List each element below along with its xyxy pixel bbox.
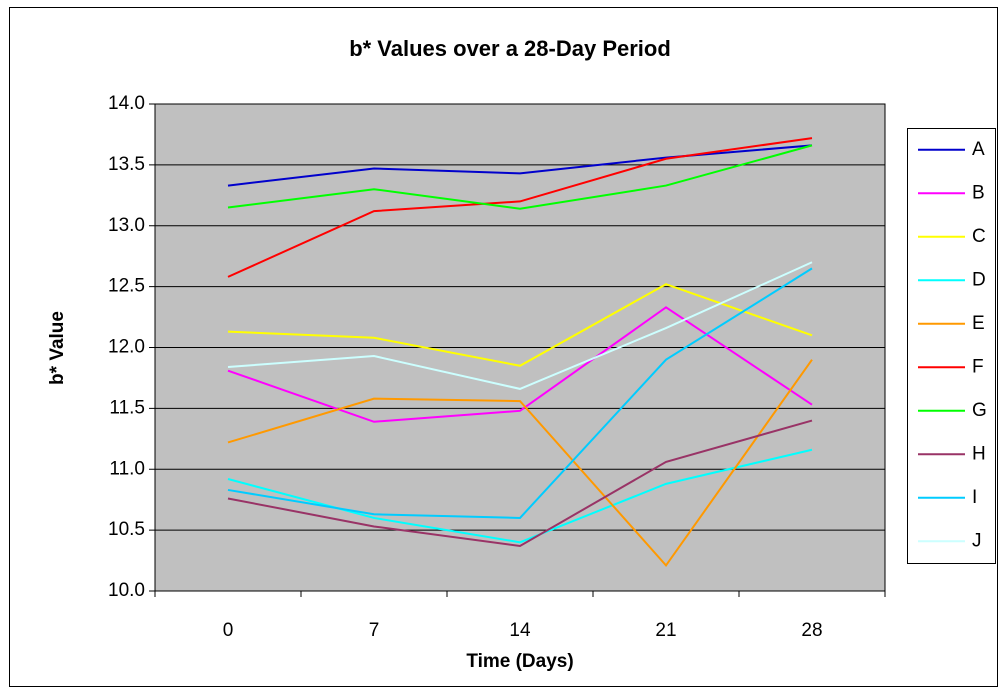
legend-label: I bbox=[972, 487, 977, 508]
series-line bbox=[227, 267, 813, 519]
x-axis-label: Time (Days) bbox=[466, 651, 573, 672]
legend-label: C bbox=[972, 226, 986, 247]
x-tick-label: 28 bbox=[801, 620, 822, 641]
legend-label: F bbox=[972, 356, 984, 377]
series-line bbox=[227, 419, 813, 547]
x-tick-label: 7 bbox=[369, 620, 380, 641]
series-line bbox=[227, 144, 813, 210]
series-line bbox=[227, 144, 813, 187]
series-line bbox=[227, 306, 813, 423]
legend-label: A bbox=[972, 139, 985, 160]
y-tick-label: 11.0 bbox=[109, 458, 145, 479]
legend-label: G bbox=[972, 400, 987, 421]
x-tick-label: 14 bbox=[509, 620, 531, 641]
series-line bbox=[227, 448, 813, 544]
y-tick-label: 13.5 bbox=[108, 154, 145, 175]
legend-label: D bbox=[972, 269, 986, 290]
legend-label: B bbox=[972, 182, 985, 203]
y-tick-label: 12.5 bbox=[108, 276, 145, 297]
chart-title: b* Values over a 28-Day Period bbox=[349, 36, 671, 61]
legend-label: J bbox=[972, 530, 982, 551]
legend-label: H bbox=[972, 443, 986, 464]
y-tick-label: 10.0 bbox=[108, 580, 145, 601]
y-tick-label: 12.0 bbox=[108, 337, 145, 358]
legend bbox=[907, 128, 996, 564]
series-line bbox=[227, 283, 813, 367]
series-line bbox=[227, 359, 813, 568]
plot-border bbox=[154, 103, 886, 592]
series-line bbox=[227, 137, 813, 278]
y-tick-label: 13.0 bbox=[108, 215, 145, 236]
y-tick-label: 10.5 bbox=[108, 519, 145, 540]
y-axis-label: b* Value bbox=[47, 311, 68, 385]
y-tick-label: 14.0 bbox=[108, 93, 145, 114]
x-tick-label: 21 bbox=[655, 620, 676, 641]
x-tick-label: 0 bbox=[223, 620, 234, 641]
legend-label: E bbox=[972, 313, 985, 334]
y-tick-label: 11.5 bbox=[109, 397, 145, 418]
series-line bbox=[227, 261, 813, 390]
